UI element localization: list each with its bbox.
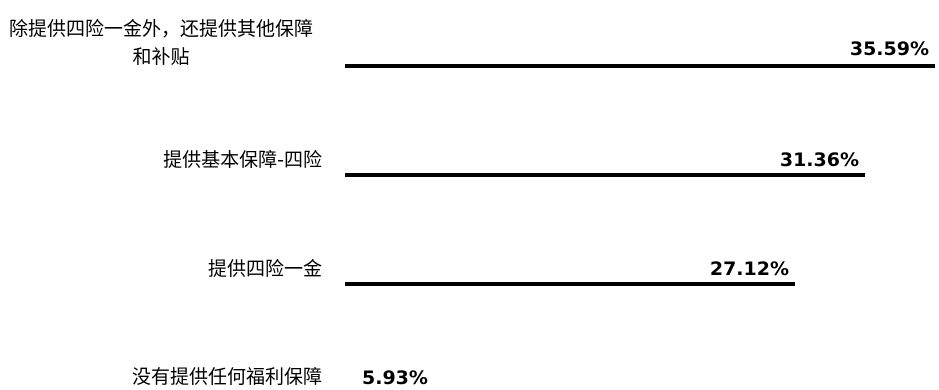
bar xyxy=(345,282,795,286)
category-label: 没有提供任何福利保障 xyxy=(131,366,322,388)
category-label: 提供四险一金 xyxy=(207,258,322,280)
value-label: 5.93% xyxy=(362,367,428,389)
bar xyxy=(345,64,935,68)
category-label: 除提供四险一金外，还提供其他保障和补贴 xyxy=(8,18,313,68)
value-label: 27.12% xyxy=(709,258,789,280)
value-label: 31.36% xyxy=(779,149,859,171)
bar xyxy=(345,173,865,177)
category-label: 提供基本保障-四险 xyxy=(163,149,322,171)
value-label: 35.59% xyxy=(849,38,929,60)
